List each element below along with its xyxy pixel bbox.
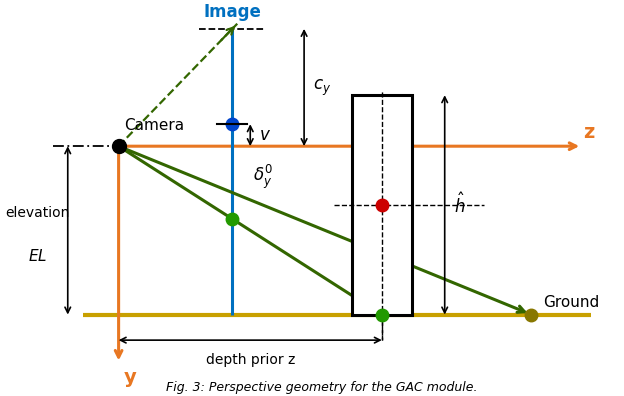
Bar (352, 95, 412, 314)
Text: elevation: elevation (6, 206, 70, 220)
Text: Camera: Camera (125, 118, 185, 133)
Text: $c_y$: $c_y$ (313, 77, 331, 97)
Text: $\hat{h}$: $\hat{h}$ (454, 192, 465, 217)
Text: $v$: $v$ (259, 126, 271, 144)
Text: $\delta_y^0$: $\delta_y^0$ (253, 162, 273, 191)
Text: $EL$: $EL$ (28, 248, 47, 264)
Text: Fig. 3: Perspective geometry for the GAC module.: Fig. 3: Perspective geometry for the GAC… (167, 381, 478, 394)
Text: Image: Image (203, 3, 261, 21)
Text: Ground: Ground (544, 295, 600, 310)
Text: y: y (124, 368, 136, 387)
Text: z: z (583, 123, 594, 142)
Text: depth prior z: depth prior z (205, 353, 295, 367)
